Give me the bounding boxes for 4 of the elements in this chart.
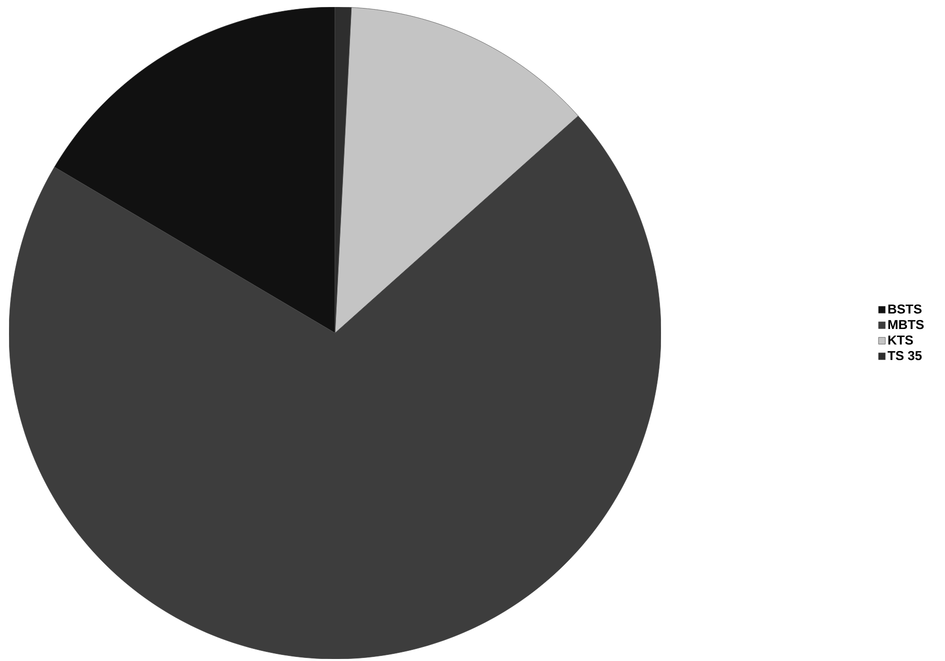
- legend-label: MBTS: [888, 320, 924, 330]
- legend-label: KTS: [888, 335, 913, 345]
- legend-label: TS 35: [888, 351, 922, 360]
- legend-label: BSTS: [888, 304, 922, 314]
